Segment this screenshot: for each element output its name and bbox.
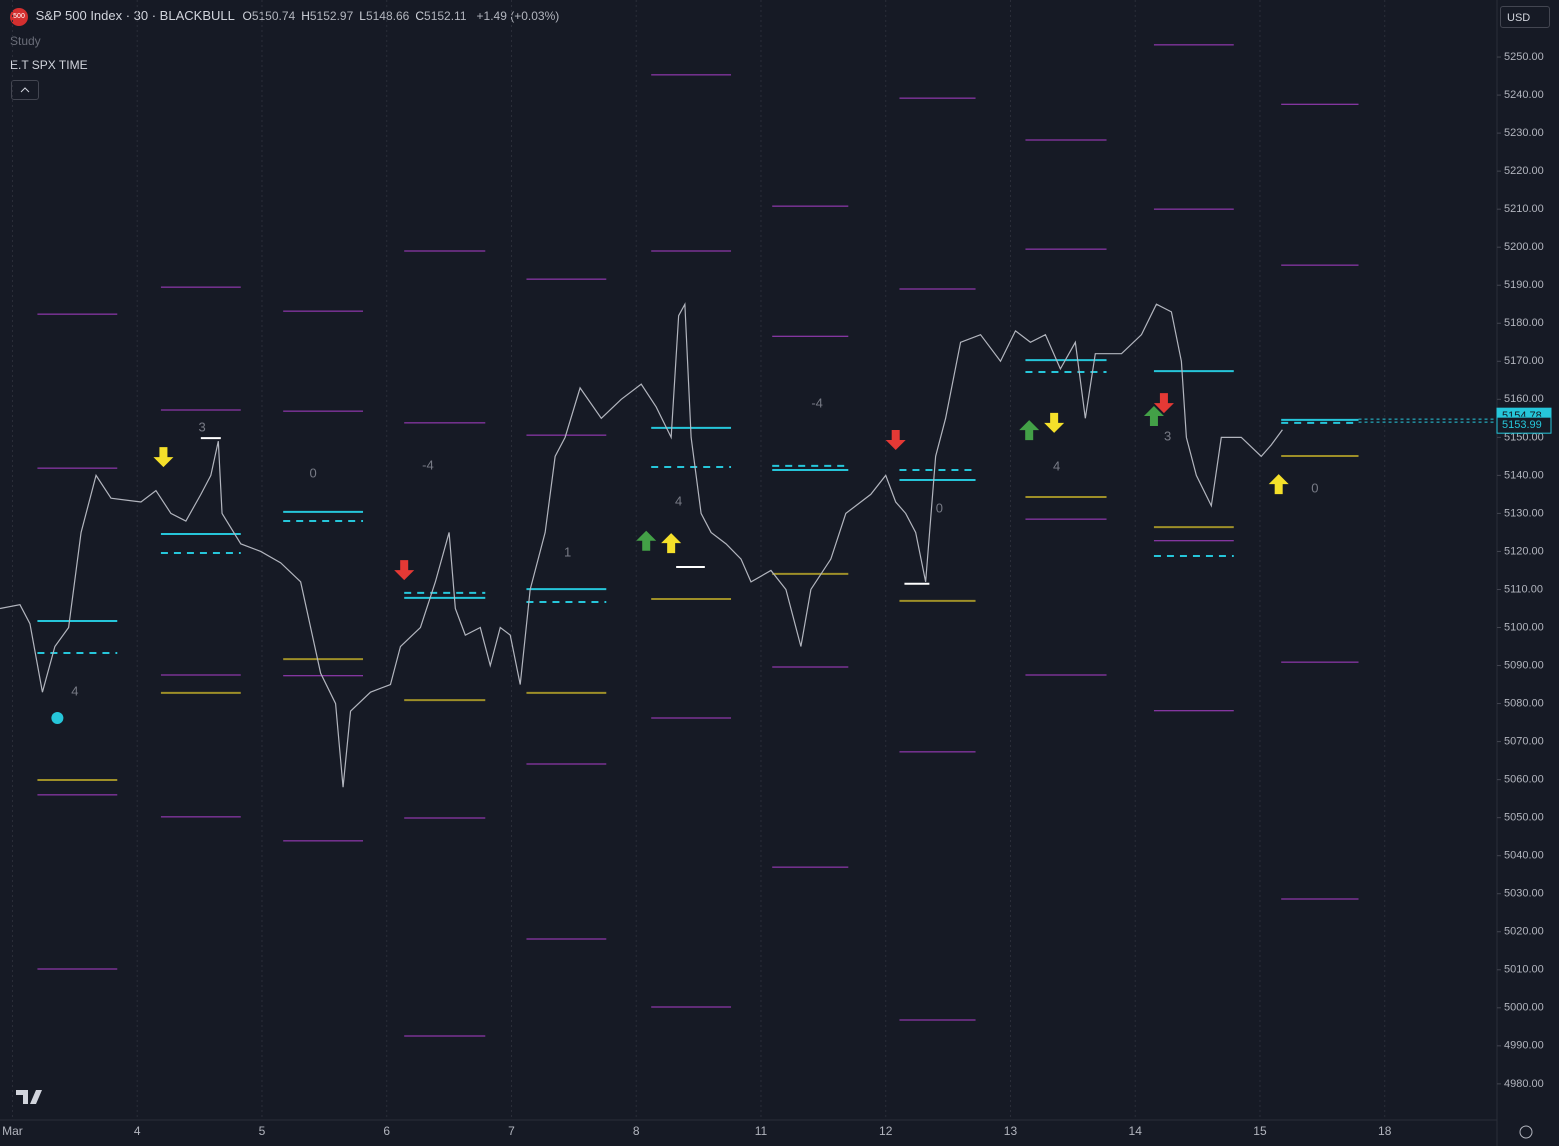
ohlc: O5150.74 H5152.97 L5148.66 C5152.11 [242,9,472,23]
change: +1.49 (+0.03%) [476,9,560,24]
y-tick-label: 5070.00 [1504,736,1544,748]
y-tick-label: 5080.00 [1504,697,1544,709]
x-tick-label: 6 [383,1124,390,1138]
y-tick-label: 5150.00 [1504,431,1544,443]
y-tick-label: 5130.00 [1504,507,1544,519]
x-tick-label: 11 [755,1124,768,1138]
legend: 500 S&P 500 Index · 30 · BLACKBULL O5150… [10,8,563,26]
signal-arrow [661,533,682,554]
ohlc-value: 5152.11 [424,9,467,24]
y-tick-label: 5090.00 [1504,659,1544,671]
signal-arrow [885,430,906,451]
chevron [20,87,30,93]
y-tick-label: 4980.00 [1504,1078,1544,1090]
y-tick-label: 5210.00 [1504,203,1544,215]
signal-arrow [394,560,415,581]
y-tick-label: 5000.00 [1504,1002,1544,1014]
x-tick-label: Mar [2,1124,23,1138]
y-tick-label: 5050.00 [1504,812,1544,824]
count-label: 4 [71,684,78,699]
y-tick-label: 5240.00 [1504,89,1544,101]
x-tick-label: 14 [1129,1124,1143,1138]
x-tick-label: 5 [259,1124,266,1138]
count-label: -4 [811,395,823,410]
signal-arrow [636,530,657,551]
count-label: 0 [1311,481,1318,496]
y-tick-label: 5180.00 [1504,317,1544,329]
count-label: 0 [936,500,943,515]
x-tick-label: 13 [1004,1124,1018,1138]
y-tick-label: 5120.00 [1504,545,1544,557]
y-tick-label: 5060.00 [1504,774,1544,786]
count-label: 3 [1164,428,1171,443]
price-line [0,302,1283,788]
count-label: 4 [1053,458,1060,473]
y-tick-label: 5250.00 [1504,51,1544,63]
study[interactable]: Study [10,34,41,48]
y-tick-label: 5170.00 [1504,355,1544,367]
signal-arrow [1019,420,1040,441]
signal-arrow [1143,406,1164,427]
ohlc-value: 5150.74 [251,9,296,24]
ohlc-value: 5148.66 [365,9,410,24]
count-label: -4 [422,457,434,472]
currency-button[interactable]: USD [1500,6,1550,28]
y-tick-label: 5020.00 [1504,926,1544,938]
y-tick-label: 5110.00 [1504,583,1543,595]
last-price-label: 5153.99 [1502,419,1542,431]
x-tick-label: 15 [1253,1124,1267,1138]
symbol: S&P 500 Index · 30 · BLACKBULL [35,8,235,24]
x-tick-label: 7 [508,1124,515,1138]
y-tick-label: 4990.00 [1504,1040,1544,1052]
y-tick-label: 5220.00 [1504,165,1544,177]
y-tick-label: 5190.00 [1504,279,1544,291]
x-tick-label: 8 [633,1124,640,1138]
y-tick-label: 5200.00 [1504,241,1544,253]
ohlc-label: H [301,9,310,24]
x-tick-label: 18 [1378,1124,1392,1138]
y-tick-label: 5160.00 [1504,393,1544,405]
signal-arrow [153,447,174,468]
signal-arrow [1044,412,1065,433]
count-label: 3 [198,419,205,434]
count-label: 4 [675,493,682,508]
count-label: 0 [310,465,317,480]
signal-arrow [1153,393,1174,414]
logo [16,1090,42,1104]
y-tick-label: 5010.00 [1504,964,1544,976]
y-tick-label: 5030.00 [1504,888,1544,900]
y-tick-label: 5140.00 [1504,469,1544,481]
signal-arrow [1268,474,1289,495]
symbol-icon: 500 [10,8,28,26]
count-label: 1 [564,544,571,559]
x-tick-label: 12 [879,1124,893,1138]
x-tick-label: 4 [134,1124,141,1138]
last-price-box [1496,416,1552,434]
y-tick-label: 5230.00 [1504,127,1544,139]
ohlc-label: O [242,9,252,24]
indicator[interactable]: E.T SPX TIME [10,58,88,72]
ohlc-value: 5152.97 [309,9,354,24]
settings-icon[interactable] [1519,1125,1533,1139]
ohlc-label: C [415,9,425,24]
collapse-button[interactable] [11,80,39,100]
marker-dot [51,712,64,725]
y-tick-label: 5040.00 [1504,850,1544,862]
ohlc-label: L [359,9,366,24]
y-tick-label: 5100.00 [1504,621,1544,633]
